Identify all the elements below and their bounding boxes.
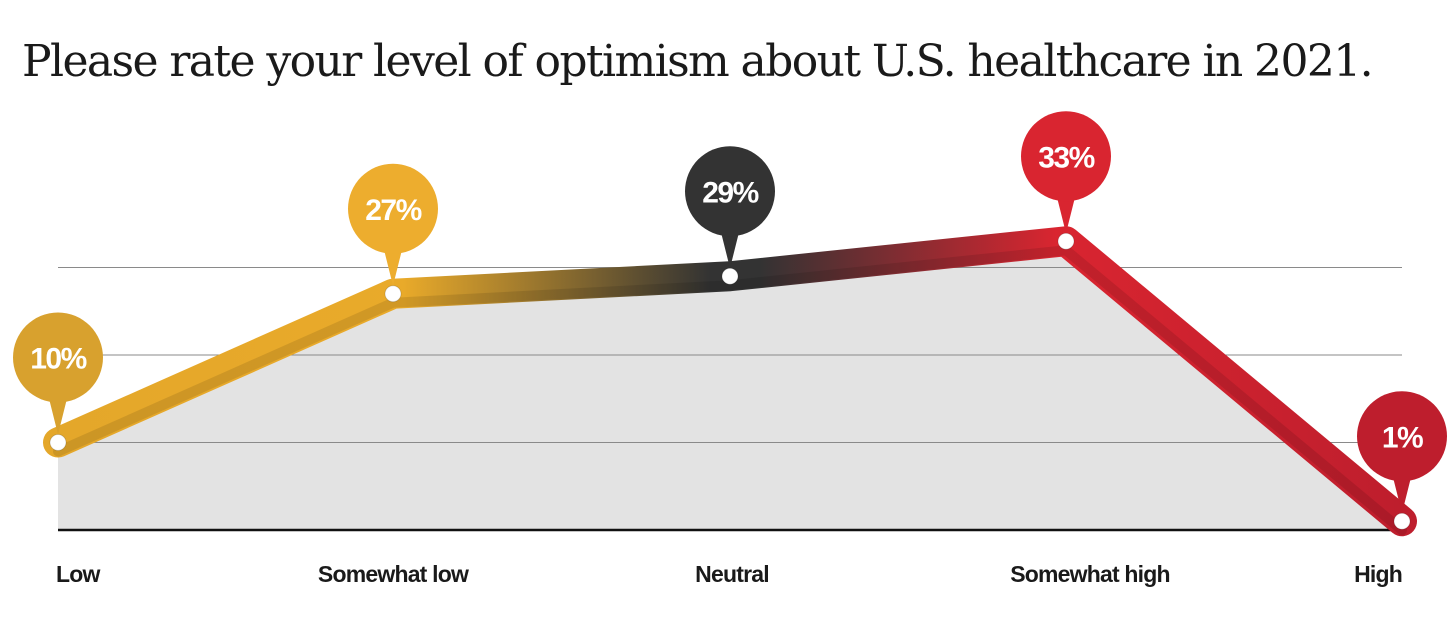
pin-pointer [1393,477,1411,514]
value-pin-somewhat-low: 27% [348,163,438,286]
data-point-neutral [721,267,739,285]
value-pin-low: 10% [13,312,103,435]
data-point-somewhat-high [1057,232,1075,250]
category-labels-layer: Low Somewhat low Neutral Somewhat high High [56,561,1403,587]
pin-bubble [13,312,103,403]
pin-bubble [1357,391,1447,482]
pin-pointer [721,232,739,269]
chart-title: Please rate your level of optimism about… [22,36,1374,87]
pin-bubble [685,146,775,237]
pin-pointer [49,398,67,435]
cat-label-low: Low [56,561,100,587]
data-label: 27% [365,194,421,227]
area-fill-layer [58,241,1402,530]
data-point-high [1393,512,1411,530]
data-label: 29% [702,176,758,209]
data-label: 33% [1038,141,1094,174]
series-line-shade [53,245,1407,536]
value-pin-high: 1% [1357,391,1447,514]
data-point-low [49,434,67,451]
data-label: 1% [1382,421,1423,454]
value-pins-layer: 10% 27% 29% 33% 1% [13,111,1447,514]
cat-label-neutral: Neutral [695,561,769,587]
value-pin-neutral: 29% [685,146,775,269]
cat-label-somewhat-low: Somewhat low [318,561,469,587]
data-label: 10% [30,343,86,376]
pin-bubble [1021,111,1111,202]
cat-label-somewhat-high: Somewhat high [1010,561,1170,587]
data-points-layer [49,232,1411,530]
data-point-somewhat-low [384,285,402,303]
pin-pointer [384,249,402,286]
pin-bubble [348,163,438,254]
pin-pointer [1057,197,1075,234]
value-pin-somewhat-high: 33% [1021,111,1111,234]
cat-label-high: High [1354,561,1402,587]
area-fill [58,241,1402,530]
